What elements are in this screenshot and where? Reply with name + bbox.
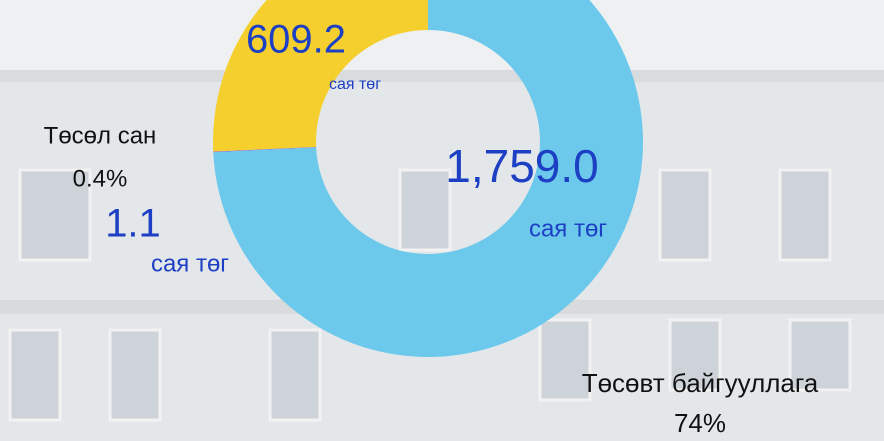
percent-label: 74% bbox=[674, 408, 726, 438]
value-label: 609.2 bbox=[246, 18, 346, 62]
chart: 609.2 сая төг Төсөл сан 0.4% 1.1 сая төг Төсөв… bbox=[0, 0, 884, 441]
unit-label: сая төг bbox=[151, 250, 229, 277]
percent-label: 0.4% bbox=[73, 165, 128, 192]
value-label: 1.1 bbox=[105, 202, 161, 246]
category-label: Төсөл сан bbox=[44, 122, 157, 149]
unit-label: сая төг bbox=[329, 76, 381, 93]
category-label: Төсөвт байгууллага bbox=[582, 368, 819, 398]
unit-label: сая төг bbox=[529, 215, 607, 242]
value-label: 1,759.0 bbox=[445, 140, 598, 192]
